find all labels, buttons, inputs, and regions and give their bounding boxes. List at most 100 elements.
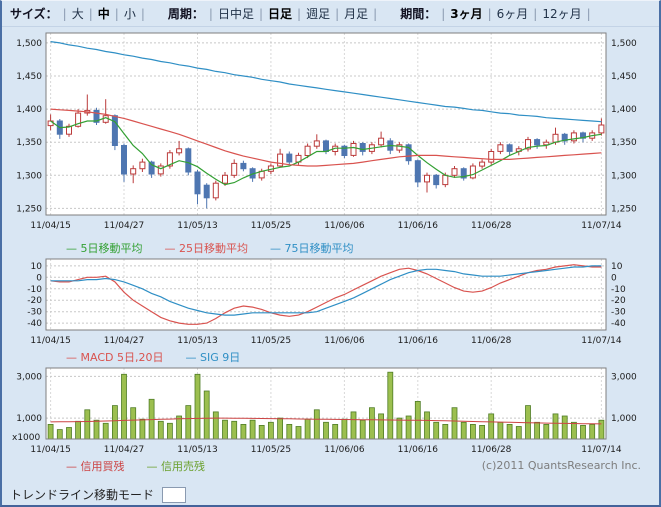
svg-text:10: 10 [31, 262, 43, 272]
toolbar-group-label: 周期： [167, 7, 204, 21]
svg-text:1,400: 1,400 [611, 105, 637, 115]
separator: | [208, 6, 213, 21]
svg-text:11/04/15: 11/04/15 [30, 221, 70, 231]
legend-item: — 信用買残 [66, 459, 125, 473]
separator: | [114, 6, 119, 21]
svg-text:3,000: 3,000 [16, 372, 42, 382]
range-group: 期間： | 3ヶ月 | 6ヶ月 | 12ヶ月 | [400, 5, 595, 22]
svg-text:1,300: 1,300 [16, 171, 42, 181]
svg-text:11/05/13: 11/05/13 [177, 336, 217, 346]
legend-item: — MACD 5日,20日 [66, 350, 164, 364]
svg-text:-10: -10 [27, 285, 42, 295]
svg-text:11/06/16: 11/06/16 [398, 221, 439, 231]
svg-text:11/04/15: 11/04/15 [30, 445, 70, 455]
charts-container: 1,250 1,250 1,300 1,300 1,350 1,350 1,400 1,400… [2, 27, 659, 474]
separator: | [373, 6, 378, 21]
svg-text:3,000: 3,000 [611, 372, 637, 382]
svg-text:0: 0 [36, 273, 42, 283]
svg-text:11/05/25: 11/05/25 [251, 445, 291, 455]
legend-item: — 5日移動平均 [66, 241, 143, 255]
svg-text:1,250: 1,250 [611, 204, 637, 214]
svg-text:1,000: 1,000 [611, 414, 637, 424]
separator: | [586, 6, 591, 21]
toolbar-option-日中足[interactable]: 日中足 [217, 7, 254, 21]
legend-item: — 信用売残 [146, 459, 206, 473]
separator: | [88, 6, 93, 21]
svg-text:1,250: 1,250 [16, 204, 42, 214]
svg-text:1,450: 1,450 [611, 72, 637, 82]
legend-item: — 75日移動平均 [270, 241, 354, 255]
margin-balance-chart[interactable]: 1,000 1,000 3,000 3,000 x1000 11/04/15 11/04/2… [8, 365, 655, 457]
svg-text:11/06/28: 11/06/28 [471, 336, 512, 346]
svg-text:11/05/13: 11/05/13 [177, 221, 217, 231]
toolbar-option-大[interactable]: 大 [71, 7, 84, 21]
toolbar-option-週足[interactable]: 週足 [306, 7, 331, 21]
toolbar-group-label: 期間： [400, 7, 437, 21]
separator: | [487, 6, 492, 21]
toolbar-option-小[interactable]: 小 [123, 7, 136, 21]
trendline-mode-label: トレンドライン移動モード [10, 488, 155, 502]
svg-text:11/07/14: 11/07/14 [581, 336, 622, 346]
svg-text:-20: -20 [611, 296, 626, 306]
svg-text:1,400: 1,400 [16, 105, 42, 115]
toolbar: サイズ： | 大 | 中 | 小 | 周期： | 日中足 | 日足 | 週足 | 月足 | 期間： | 3ヶ月 | 6ヶ… [2, 1, 659, 27]
separator: | [533, 6, 538, 21]
trendline-mode-control: トレンドライン移動モード [2, 486, 659, 503]
size-group: サイズ： | 大 | 中 | 小 | [10, 5, 150, 22]
svg-text:11/06/28: 11/06/28 [471, 445, 512, 455]
svg-text:10: 10 [611, 262, 623, 272]
svg-text:11/07/14: 11/07/14 [581, 221, 622, 231]
svg-text:11/04/27: 11/04/27 [104, 445, 144, 455]
svg-text:1,500: 1,500 [16, 39, 42, 49]
svg-text:-30: -30 [611, 308, 626, 318]
svg-text:-40: -40 [27, 319, 42, 329]
svg-text:11/04/15: 11/04/15 [30, 336, 70, 346]
svg-text:x1000: x1000 [12, 433, 41, 443]
separator: | [258, 6, 263, 21]
legend-item: — 25日移動平均 [164, 241, 249, 255]
svg-text:1,450: 1,450 [16, 72, 42, 82]
svg-text:11/06/16: 11/06/16 [398, 336, 439, 346]
period-group: 周期： | 日中足 | 日足 | 週足 | 月足 | [168, 5, 382, 22]
svg-text:0: 0 [611, 273, 617, 283]
separator: | [441, 6, 446, 21]
svg-text:1,300: 1,300 [611, 171, 637, 181]
svg-text:1,350: 1,350 [611, 138, 637, 148]
toolbar-option-月足[interactable]: 月足 [344, 7, 369, 21]
svg-text:11/05/25: 11/05/25 [251, 336, 291, 346]
copyright-text: (c)2011 QuantsResearch Inc. [481, 459, 641, 472]
svg-text:11/04/27: 11/04/27 [104, 221, 144, 231]
svg-text:1,500: 1,500 [611, 39, 637, 49]
svg-text:-30: -30 [27, 308, 42, 318]
price-legend: — 5日移動平均 — 25日移動平均 — 75日移動平均 [8, 239, 653, 256]
separator: | [335, 6, 340, 21]
separator: | [62, 6, 67, 21]
svg-text:1,000: 1,000 [16, 414, 42, 424]
svg-text:-40: -40 [611, 319, 626, 329]
macd-legend: — MACD 5日,20日 — SIG 9日 [8, 348, 653, 365]
toolbar-option-12ヶ月[interactable]: 12ヶ月 [542, 7, 582, 21]
price-candlestick-chart[interactable]: 1,250 1,250 1,300 1,300 1,350 1,350 1,400 1,400… [8, 29, 655, 239]
toolbar-option-日足[interactable]: 日足 [268, 7, 293, 21]
toolbar-group-label: サイズ： [10, 7, 58, 21]
svg-text:11/06/06: 11/06/06 [324, 336, 365, 346]
trendline-mode-select[interactable] [162, 486, 187, 503]
toolbar-option-3ヶ月[interactable]: 3ヶ月 [450, 7, 483, 21]
toolbar-option-中[interactable]: 中 [97, 7, 110, 21]
toolbar-option-6ヶ月[interactable]: 6ヶ月 [496, 7, 529, 21]
svg-text:11/05/13: 11/05/13 [177, 445, 217, 455]
svg-text:11/05/25: 11/05/25 [251, 221, 291, 231]
svg-text:11/07/14: 11/07/14 [581, 445, 622, 455]
svg-text:-10: -10 [611, 285, 626, 295]
svg-text:1,350: 1,350 [16, 138, 42, 148]
volume-legend-row: — 信用買残 — 信用売残 (c)2011 QuantsResearch Inc. [8, 457, 653, 474]
separator: | [140, 6, 145, 21]
svg-text:11/04/27: 11/04/27 [104, 336, 144, 346]
svg-text:11/06/16: 11/06/16 [398, 445, 439, 455]
svg-text:11/06/06: 11/06/06 [324, 445, 365, 455]
svg-text:-20: -20 [27, 296, 42, 306]
volume-legend: — 信用買残 — 信用売残 [8, 457, 205, 474]
svg-text:11/06/06: 11/06/06 [324, 221, 365, 231]
